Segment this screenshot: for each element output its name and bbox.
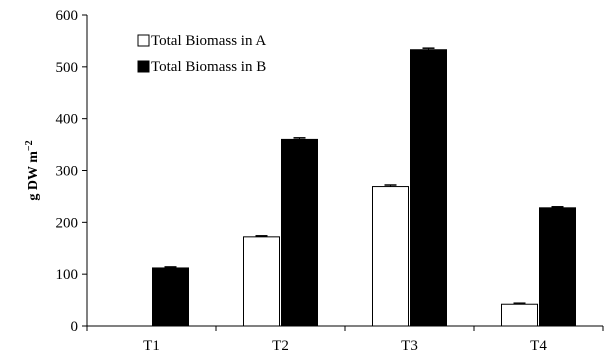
x-tick-label: T3 xyxy=(401,338,418,354)
bars xyxy=(152,47,576,327)
y-tick-label: 300 xyxy=(56,164,79,180)
y-axis-label: g DW m−2 xyxy=(24,140,41,200)
bar-b-t4 xyxy=(539,207,576,327)
y-tick-label: 100 xyxy=(56,267,79,283)
legend-swatch-series-b xyxy=(137,60,150,73)
y-tick-label: 600 xyxy=(56,8,79,24)
y-axis-label-text: g DW m xyxy=(26,151,41,201)
y-axis-label-superscript: −2 xyxy=(24,140,35,151)
x-tick-label: T4 xyxy=(530,338,547,354)
y-tick-label: 0 xyxy=(71,319,79,335)
bar-b-t1 xyxy=(152,267,189,327)
y-tick-label: 500 xyxy=(56,60,79,76)
bar-a-t3 xyxy=(372,186,409,327)
legend-label-series-b: Total Biomass in B xyxy=(151,59,266,75)
x-tick-label: T1 xyxy=(143,338,160,354)
y-tick-label: 400 xyxy=(56,112,79,128)
legend-swatch-series-a xyxy=(137,34,150,47)
x-tick-label: T2 xyxy=(272,338,289,354)
bar-a-t4 xyxy=(501,303,538,327)
legend: Total Biomass in A Total Biomass in B xyxy=(137,33,266,75)
x-axis-labels: T1 T2 T3 T4 xyxy=(143,338,547,354)
y-axis-ticks: 0 100 200 300 400 500 600 xyxy=(56,8,87,335)
legend-label-series-a: Total Biomass in A xyxy=(151,33,266,49)
bar-b-t3 xyxy=(410,49,447,327)
axes xyxy=(86,15,604,331)
y-tick-label: 200 xyxy=(56,215,79,231)
bar-a-t2 xyxy=(243,236,280,327)
bar-b-t2 xyxy=(281,138,318,327)
